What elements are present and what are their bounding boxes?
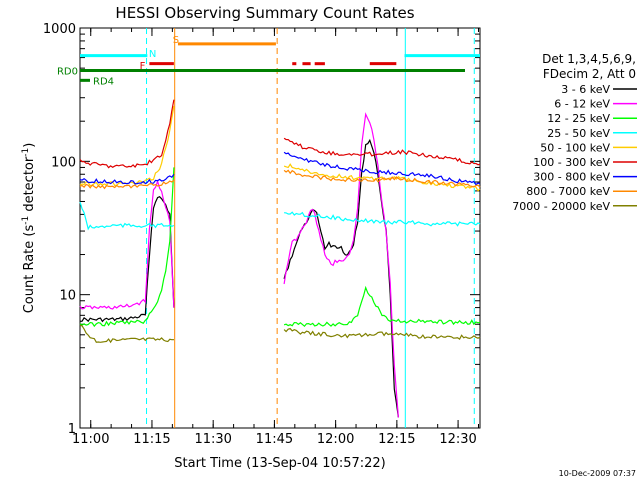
legend-label-12-25-keV: 12 - 25 keV xyxy=(547,112,610,125)
series-50-100-keV-seg2 xyxy=(283,163,481,192)
x-tick-label-4: 12:00 xyxy=(317,432,354,447)
state-label-F: F xyxy=(140,61,146,72)
rd0-label: RD0 xyxy=(57,67,78,78)
series-3-6-keV-seg2 xyxy=(283,138,399,418)
series-3-6-keV-seg1 xyxy=(79,195,175,323)
series-6-12-keV-seg1 xyxy=(79,179,175,310)
legend-label-3-6-keV: 3 - 6 keV xyxy=(561,83,610,96)
legend: Det 1,3,4,5,6,9, FDecim 2, Att 0 3 - 6 k… xyxy=(512,52,637,213)
legend-label-25-50-keV: 25 - 50 keV xyxy=(547,127,610,140)
series-7000-20000-keV-seg1 xyxy=(79,324,174,344)
series-300-800-keV-seg1 xyxy=(79,173,175,185)
series-25-50-keV-seg2 xyxy=(284,211,481,227)
series-6-12-keV-seg2 xyxy=(283,112,399,418)
legend-header-1: Det 1,3,4,5,6,9, xyxy=(542,52,636,66)
x-tick-label-2: 11:30 xyxy=(194,432,231,447)
x-tick-label-6: 12:30 xyxy=(439,432,476,447)
series-300-800-keV-seg2 xyxy=(283,151,481,186)
y-tick-label-1: 10 xyxy=(59,289,76,304)
plot-area: 11:00 11:15 11:30 11:45 12:00 12:15 12:30 1 10 10… xyxy=(43,22,481,447)
legend-label-50-100-keV: 50 - 100 keV xyxy=(540,141,610,154)
state-label-S: S xyxy=(173,35,179,46)
date-stamp: 10-Dec-2009 07:37 xyxy=(559,469,636,478)
series-800-7000-keV-seg1 xyxy=(79,179,175,190)
plot-frame xyxy=(79,27,481,429)
x-tick-label-0: 11:00 xyxy=(72,432,109,447)
series-100-300-keV-seg1 xyxy=(79,99,175,169)
x-axis-label: Start Time (13-Sep-04 10:57:22) xyxy=(174,456,385,471)
legend-header-2: FDecim 2, Att 0 xyxy=(543,67,636,81)
x-tick-label-3: 11:45 xyxy=(256,432,293,447)
series-12-25-keV-seg2 xyxy=(283,285,481,328)
rd4-label: RD4 xyxy=(93,76,114,87)
series-12-25-keV-seg1 xyxy=(79,167,175,328)
series-50-100-keV-seg1 xyxy=(79,105,175,187)
legend-label-7000-20000-keV: 7000 - 20000 keV xyxy=(512,200,610,213)
series-800-7000-keV-seg2 xyxy=(283,169,481,188)
y-tick-label-2: 100 xyxy=(51,155,76,170)
x-tick-label-1: 11:15 xyxy=(133,432,170,447)
series-7000-20000-keV-seg2 xyxy=(283,327,481,340)
x-tick-label-5: 12:15 xyxy=(378,432,415,447)
state-label-N: N xyxy=(149,49,156,60)
series-100-300-keV-seg2 xyxy=(283,137,481,166)
y-tick-label-3: 1000 xyxy=(43,22,76,37)
legend-label-800-7000-keV: 800 - 7000 keV xyxy=(526,185,610,198)
legend-label-300-800-keV: 300 - 800 keV xyxy=(533,171,610,184)
y-axis-label: Count Rate (s-1 detector-1) xyxy=(21,143,37,314)
legend-label-100-300-keV: 100 - 300 keV xyxy=(533,156,610,169)
series-25-50-keV-seg1 xyxy=(79,201,175,231)
legend-label-6-12-keV: 6 - 12 keV xyxy=(554,98,610,111)
chart-title: HESSI Observing Summary Count Rates xyxy=(115,4,414,22)
y-tick-label-0: 1 xyxy=(68,422,76,437)
